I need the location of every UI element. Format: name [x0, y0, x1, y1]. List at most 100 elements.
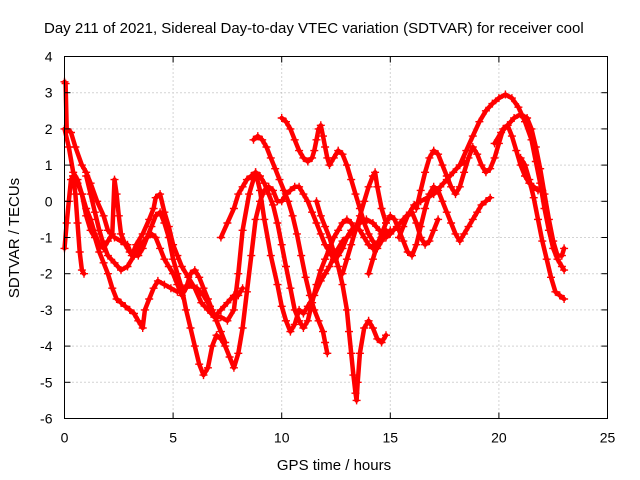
data-point	[71, 190, 80, 199]
data-point	[368, 324, 377, 332]
data-point	[345, 327, 353, 336]
data-point	[286, 327, 295, 336]
data-point	[425, 237, 434, 246]
data-point	[501, 90, 510, 99]
data-point	[514, 103, 523, 112]
data-point	[86, 215, 95, 224]
data-point	[103, 269, 112, 278]
data-point	[282, 316, 290, 325]
data-point	[447, 182, 456, 191]
data-point	[408, 208, 416, 217]
data-point	[462, 146, 471, 155]
data-point	[316, 121, 325, 130]
data-point	[371, 168, 380, 177]
data-point	[434, 150, 443, 159]
data-point	[316, 266, 325, 275]
data-point	[299, 324, 308, 332]
data-point	[351, 190, 360, 199]
x-tick-label: 10	[274, 430, 290, 446]
data-point	[123, 262, 132, 271]
data-point	[223, 298, 232, 307]
data-point	[329, 248, 338, 256]
data-point	[156, 244, 165, 253]
series-track-5	[82, 172, 230, 347]
data-point	[451, 229, 460, 238]
data-point	[208, 342, 217, 351]
data-point	[216, 233, 225, 242]
data-point	[342, 215, 351, 224]
data-point	[460, 229, 469, 238]
data-point	[130, 251, 138, 260]
data-point	[382, 219, 390, 227]
data-point	[117, 266, 125, 275]
series-track-11	[412, 121, 547, 213]
data-point	[247, 172, 256, 180]
data-point	[364, 269, 373, 278]
data-point	[364, 229, 373, 238]
data-point	[190, 266, 199, 275]
data-point	[412, 240, 421, 249]
data-point	[260, 179, 269, 188]
data-point	[314, 316, 323, 325]
data-point	[490, 139, 499, 148]
data-point	[308, 208, 317, 217]
y-tick-label: -4	[40, 338, 53, 354]
data-point	[521, 161, 529, 170]
data-point	[67, 128, 75, 137]
data-point	[164, 262, 173, 271]
data-point	[173, 280, 182, 289]
data-point	[342, 161, 351, 170]
y-tick-label: -3	[40, 302, 53, 318]
data-point	[95, 248, 104, 256]
data-point	[229, 305, 238, 314]
data-point	[82, 204, 91, 213]
data-point	[260, 215, 269, 224]
data-point	[560, 266, 569, 275]
data-point	[271, 164, 280, 173]
data-point	[303, 316, 312, 325]
data-point	[121, 302, 130, 311]
data-point	[447, 219, 456, 227]
data-point	[99, 258, 108, 267]
data-point	[510, 114, 519, 122]
data-point	[301, 273, 310, 282]
data-point	[286, 124, 295, 133]
data-point	[477, 161, 486, 170]
data-point	[282, 117, 290, 126]
data-point	[494, 94, 503, 103]
data-point	[534, 215, 542, 224]
data-point	[151, 233, 160, 242]
x-axis-label: GPS time / hours	[277, 457, 391, 474]
data-point	[203, 363, 212, 372]
y-tick-label: -1	[40, 230, 53, 246]
series-line	[62, 79, 467, 334]
data-point	[416, 233, 425, 242]
data-point	[377, 338, 386, 347]
data-point	[547, 273, 555, 282]
data-point	[310, 146, 319, 155]
data-point	[399, 222, 408, 231]
data-point	[156, 190, 165, 199]
data-point	[160, 255, 169, 264]
data-point	[212, 331, 221, 340]
data-point	[177, 291, 186, 300]
data-point	[292, 229, 301, 238]
data-point	[347, 240, 356, 249]
data-point	[238, 324, 247, 332]
data-point	[108, 229, 117, 238]
data-point	[527, 124, 536, 133]
data-point	[234, 269, 243, 278]
data-point	[412, 219, 421, 227]
data-point	[277, 302, 286, 311]
x-tick-label: 0	[61, 430, 69, 446]
data-point	[364, 182, 373, 191]
data-point	[347, 349, 356, 358]
data-point	[303, 197, 312, 206]
data-point	[253, 132, 262, 141]
data-point	[149, 204, 158, 213]
data-point	[321, 269, 330, 278]
data-point	[256, 197, 264, 206]
data-point	[186, 269, 195, 278]
data-point	[103, 251, 112, 260]
data-point	[273, 219, 282, 227]
